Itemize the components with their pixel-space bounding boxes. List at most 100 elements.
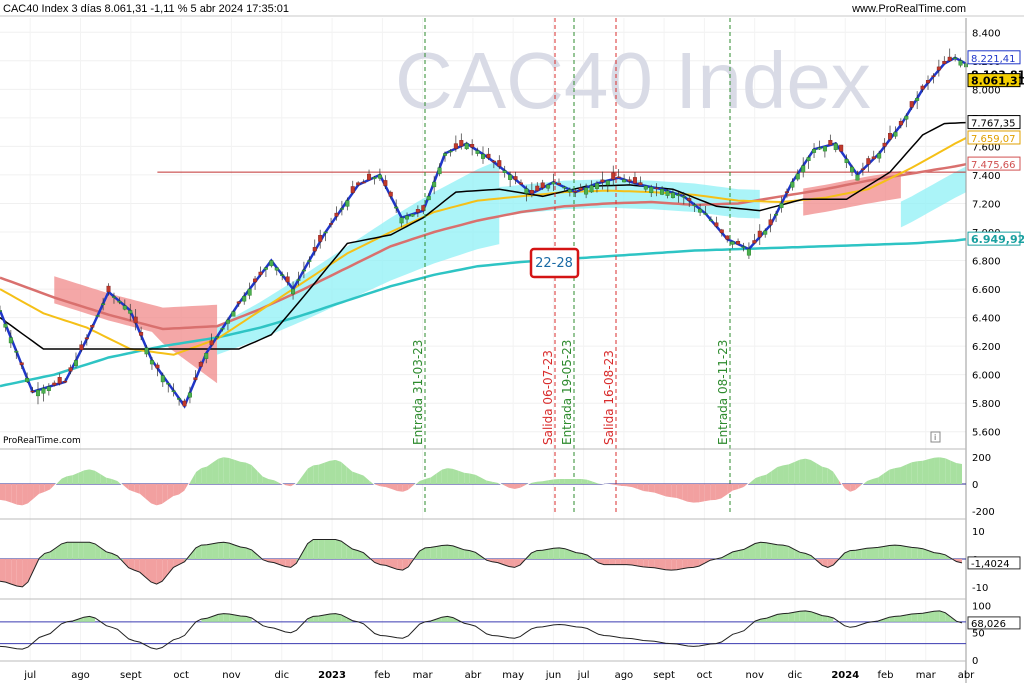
osc-area-segment: [878, 546, 884, 559]
osc-area-segment: [710, 484, 716, 501]
osc-area-segment: [788, 461, 795, 484]
candle-body: [367, 173, 372, 181]
osc-area-segment: [206, 543, 213, 559]
osc-area-segment: [648, 559, 655, 568]
ma-black-line: [0, 121, 967, 350]
candle-body: [437, 167, 442, 175]
osc-area-segment: [324, 539, 330, 559]
annotation-box: [529, 247, 580, 279]
candle-body: [562, 186, 567, 189]
osc-area-segment: [637, 559, 644, 567]
osc-area-segment: [788, 612, 795, 622]
candle-body: [556, 182, 561, 185]
osc-area-segment: [827, 467, 834, 484]
osc-area-segment: [145, 559, 152, 583]
candle-body: [68, 367, 73, 372]
osc-area-segment: [307, 616, 314, 622]
y-tick-label: 5.800: [972, 399, 1001, 410]
osc-area-segment: [917, 547, 923, 559]
signal-label: Salida 16-08-23: [602, 350, 616, 445]
candle-body: [670, 192, 675, 198]
candle-body: [763, 230, 768, 235]
osc-area-segment: [234, 615, 241, 622]
osc-area-segment: [441, 616, 448, 622]
x-tick-label: mar: [916, 670, 937, 681]
x-tick-label: oct: [697, 670, 713, 681]
candle-body: [187, 392, 192, 398]
candle-body: [247, 288, 252, 296]
osc-area-segment: [100, 547, 107, 559]
osc-area-segment: [671, 559, 677, 571]
osc-area-segment: [766, 542, 772, 559]
candle-body: [383, 180, 388, 186]
candle-body: [372, 177, 377, 180]
osc-area-segment: [665, 484, 672, 498]
candle-body: [714, 222, 719, 227]
osc-area-segment: [151, 484, 157, 506]
osc-area-segment: [178, 559, 185, 565]
osc-tick-label: 200: [972, 453, 991, 464]
candle-body: [318, 235, 323, 242]
osc-area-segment: [0, 484, 6, 502]
osc-area-segment: [206, 462, 213, 484]
osc-tick-label: 50: [972, 629, 985, 640]
candle-body: [746, 248, 751, 256]
osc-tick-label: 10: [972, 527, 985, 538]
osc-tick-label: -10: [972, 583, 988, 594]
osc-area-segment: [699, 484, 705, 503]
candle-body: [79, 344, 84, 350]
osc-area-segment: [609, 559, 616, 565]
candle-body: [958, 60, 963, 66]
value-label: 6.949,92: [971, 233, 1024, 246]
osc-area-segment: [302, 468, 308, 484]
candle-body: [426, 196, 431, 201]
candle-body: [301, 269, 306, 272]
value-label: 7.475,66: [971, 160, 1016, 171]
candle-body: [616, 176, 621, 179]
osc-area-segment: [436, 545, 442, 559]
ma-cyan-line: [0, 238, 967, 388]
osc-area-segment: [771, 466, 778, 484]
candle-body: [953, 57, 958, 60]
osc-area-segment: [380, 559, 386, 566]
candle-body: [209, 340, 214, 346]
site-name[interactable]: www.ProRealTime.com: [852, 3, 966, 15]
osc-area-segment: [318, 615, 325, 622]
osc-area-segment: [715, 484, 722, 501]
value-label-box: [967, 115, 1021, 130]
osc-area-segment: [576, 552, 582, 559]
watermark: CAC40 Index: [395, 36, 871, 125]
osc-area-segment: [447, 467, 454, 484]
info-icon[interactable]: [930, 431, 941, 443]
candle-body: [513, 176, 518, 180]
candle-body: [350, 186, 355, 193]
candle-body: [888, 133, 893, 140]
osc-area-segment: [659, 484, 666, 497]
osc-area-segment: [453, 468, 459, 484]
osc-area-segment: [900, 545, 907, 559]
osc-area-segment: [615, 559, 621, 565]
osc-line: [0, 610, 963, 650]
osc-area-segment: [704, 484, 711, 502]
y-tick-label: 5.600: [972, 428, 1001, 439]
value-label: 8.061,31: [971, 75, 1024, 88]
osc-area-segment: [928, 611, 935, 622]
candle-body: [741, 246, 746, 248]
candle-body: [117, 300, 122, 303]
signal-label: Entrada 08-11-23: [716, 340, 730, 445]
osc-area-segment: [788, 546, 795, 559]
indicator-lines: [0, 56, 967, 409]
osc-area-segment: [357, 550, 364, 559]
y-tick-label: 6.600: [972, 285, 1001, 296]
osc-area-segment: [866, 547, 873, 559]
osc-area-segment: [341, 614, 347, 622]
osc-area-segment: [67, 542, 73, 559]
osc-area-segment: [475, 552, 481, 559]
osc-area-segment: [329, 459, 336, 484]
osc-area-segment: [508, 484, 515, 490]
osc-area-segment: [777, 464, 784, 484]
osc-area-segment: [564, 478, 571, 484]
osc-area-segment: [878, 473, 884, 484]
osc-area-segment: [816, 462, 823, 484]
